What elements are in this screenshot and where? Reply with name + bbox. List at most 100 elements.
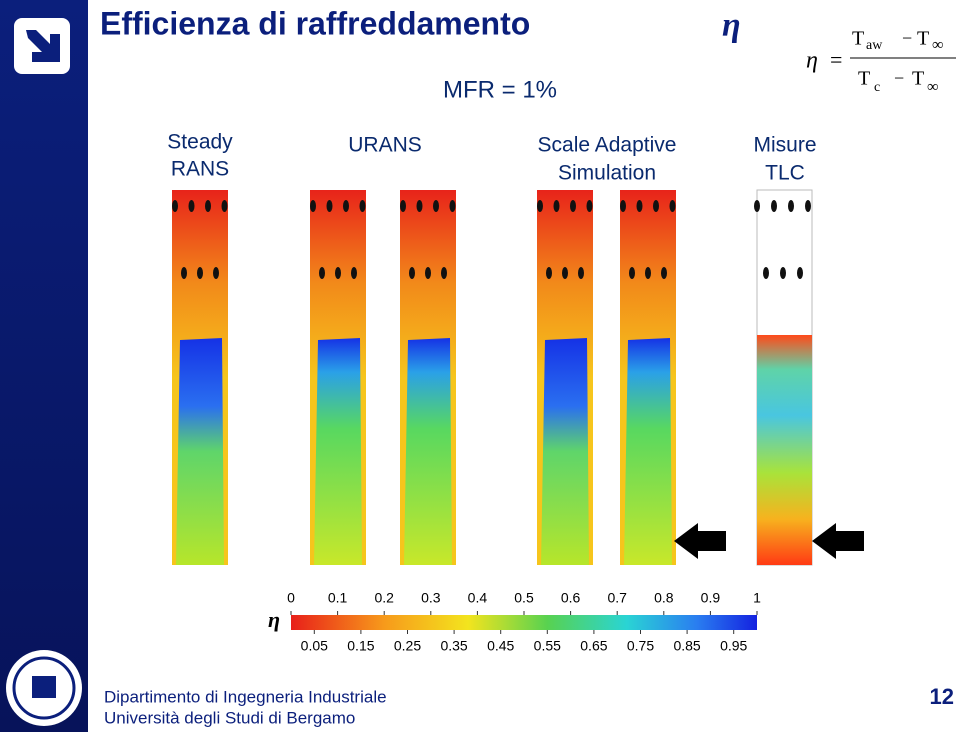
flow-arrow <box>812 523 864 559</box>
colorbar-ticks: 0 0.1 0.2 0.3 0.4 0.5 0.6 0.7 0.8 0.9 1 0.05 0.15 0.2… <box>287 590 761 654</box>
university-seal-ring <box>12 656 76 720</box>
formula-num-t2: T <box>917 28 929 50</box>
colorbar-tick-label: 0.25 <box>394 638 421 654</box>
colorbar-tick-label: 0.4 <box>468 590 488 606</box>
hole <box>629 267 635 279</box>
column-label: URANS <box>348 134 422 157</box>
sidebar <box>0 0 88 732</box>
hole <box>335 267 341 279</box>
hole <box>797 267 803 279</box>
hole <box>326 200 333 212</box>
colorbar-symbol: η <box>268 607 280 632</box>
colorbar-tick-label: 0.2 <box>374 590 394 606</box>
formula-den-t2: T <box>912 68 924 90</box>
colorbar-tick-label: 0.5 <box>514 590 534 606</box>
colorbar-tick-label: 0.35 <box>440 638 467 654</box>
hole <box>351 267 357 279</box>
coolant-region <box>541 338 589 565</box>
hole <box>319 267 325 279</box>
hole <box>586 200 593 212</box>
colorbar-tick-label: 0.15 <box>347 638 374 654</box>
colorbar-tick-label: 1 <box>753 590 761 606</box>
formula-den-op: − <box>894 68 904 88</box>
hole <box>570 200 576 212</box>
column-label: Scale Adaptive <box>538 134 677 157</box>
coolant-region <box>404 338 452 565</box>
colorbar-tick-label: 0.65 <box>580 638 607 654</box>
coolant-region <box>624 338 672 565</box>
hole <box>197 267 203 279</box>
column-label: Simulation <box>558 162 656 185</box>
subtitle: MFR = 1% <box>443 76 557 103</box>
column-label: RANS <box>171 158 229 181</box>
formula-den-t1: T <box>858 68 870 90</box>
tlc-measure <box>757 335 812 565</box>
hole <box>771 200 777 212</box>
column-label: TLC <box>765 162 805 185</box>
hole <box>359 200 366 212</box>
hole <box>653 200 659 212</box>
footer-department: Dipartimento di Ingegneria Industriale <box>104 687 387 706</box>
formula-eq: = <box>830 47 842 72</box>
hole <box>425 267 431 279</box>
hole <box>205 200 211 212</box>
hole <box>188 200 195 212</box>
hole <box>409 267 415 279</box>
colorbar-tick-label: 0.8 <box>654 590 674 606</box>
hole <box>754 200 760 212</box>
colorbar-tick-label: 0.95 <box>720 638 747 654</box>
colorbar <box>291 615 757 630</box>
hole <box>213 267 219 279</box>
hole <box>636 200 643 212</box>
column-label: Misure <box>753 134 816 157</box>
coolant-region <box>314 338 362 565</box>
hole <box>546 267 552 279</box>
hole <box>805 200 811 212</box>
hole <box>669 200 676 212</box>
page-number: 12 <box>930 684 954 709</box>
colorbar-tick-label: 0.05 <box>301 638 328 654</box>
coolant-region <box>176 338 224 565</box>
colorbar-tick-label: 0.6 <box>561 590 581 606</box>
hole <box>433 200 439 212</box>
hole <box>221 200 228 212</box>
hole <box>553 200 560 212</box>
hole <box>562 267 568 279</box>
hole <box>343 200 349 212</box>
hole <box>181 267 187 279</box>
formula-num-sub2: ∞ <box>932 37 943 54</box>
hole <box>449 200 456 212</box>
logo-arrow <box>26 30 60 62</box>
hole <box>661 267 667 279</box>
colorbar-tick-label: 0.55 <box>534 638 561 654</box>
colorbar-tick-label: 0.9 <box>701 590 721 606</box>
formula-lhs: η <box>806 48 818 74</box>
formula-num-sub1: aw <box>866 38 883 53</box>
footer-university: Università degli Studi di Bergamo <box>104 708 355 727</box>
hole <box>578 267 584 279</box>
formula-den-sub2: ∞ <box>927 79 938 96</box>
colorbar-tick-label: 0 <box>287 590 295 606</box>
colorbar-tick-label: 0.85 <box>673 638 700 654</box>
column-label: Steady <box>167 131 233 154</box>
colorbar-tick-label: 0.45 <box>487 638 514 654</box>
hole <box>441 267 447 279</box>
contour-panels <box>172 189 813 566</box>
hole <box>416 200 423 212</box>
title: Efficienza di raffreddamento <box>100 5 530 41</box>
hole <box>780 267 786 279</box>
formula-num-t1: T <box>852 28 864 50</box>
hole <box>620 200 626 212</box>
hole <box>172 200 178 212</box>
hole <box>645 267 651 279</box>
colorbar-tick-label: 0.1 <box>328 590 348 606</box>
hole <box>537 200 543 212</box>
colorbar-tick-label: 0.3 <box>421 590 441 606</box>
formula-num-op: − <box>902 28 912 48</box>
university-seal-building <box>32 676 56 698</box>
flow-arrow <box>674 523 726 559</box>
formula-den-sub1: c <box>874 80 880 95</box>
hole <box>400 200 406 212</box>
hole <box>310 200 316 212</box>
